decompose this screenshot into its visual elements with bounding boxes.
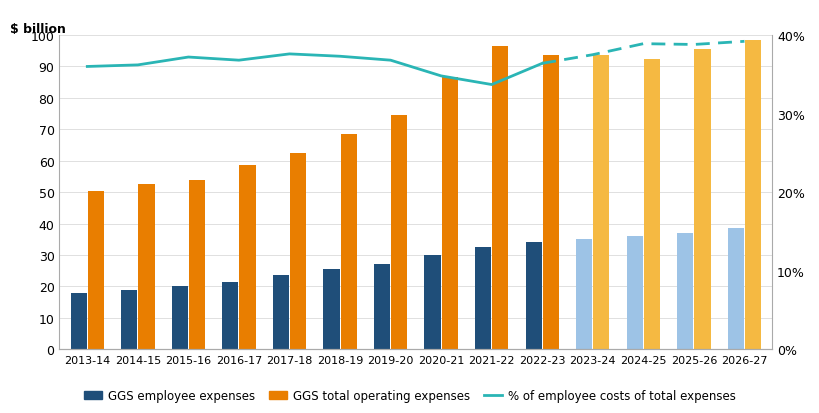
Bar: [70, 293, 87, 349]
Bar: [744, 40, 760, 349]
Bar: [576, 240, 591, 349]
Legend: GGS employee expenses, GGS total operating expenses, % of employee costs of tota: GGS employee expenses, GGS total operati…: [79, 385, 740, 407]
Bar: [441, 78, 457, 349]
Bar: [171, 287, 188, 349]
Bar: [424, 255, 440, 349]
Bar: [474, 247, 491, 349]
Bar: [643, 59, 659, 349]
Bar: [323, 270, 339, 349]
Bar: [239, 166, 256, 349]
Bar: [121, 290, 137, 349]
Bar: [222, 282, 238, 349]
Bar: [727, 229, 743, 349]
Bar: [542, 56, 559, 349]
Bar: [626, 237, 642, 349]
Bar: [138, 185, 154, 349]
Text: $ billion: $ billion: [10, 24, 66, 36]
Bar: [391, 116, 407, 349]
Bar: [525, 243, 541, 349]
Bar: [694, 50, 710, 349]
Bar: [273, 276, 288, 349]
Bar: [290, 154, 305, 349]
Bar: [188, 180, 205, 349]
Bar: [676, 233, 693, 349]
Bar: [593, 56, 609, 349]
Bar: [373, 265, 390, 349]
Bar: [491, 47, 508, 349]
Bar: [340, 135, 356, 349]
Bar: [88, 191, 104, 349]
